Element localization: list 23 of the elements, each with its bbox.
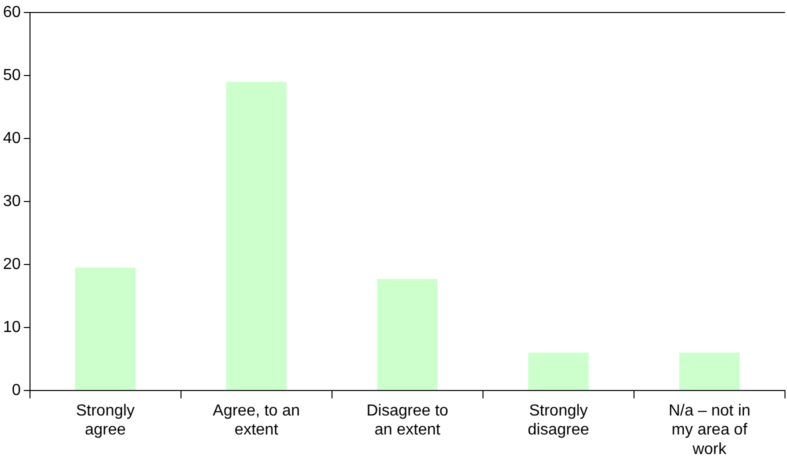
y-tick-label: 50 [3, 66, 21, 84]
category-label: my area of [672, 422, 748, 439]
category-label: disagree [528, 422, 590, 439]
bar [679, 352, 740, 390]
category-label: Disagree to [366, 402, 448, 420]
category-label: Strongly [529, 402, 588, 420]
bar [75, 268, 136, 390]
category-label: work [692, 440, 726, 458]
y-tick-label: 0 [12, 382, 21, 399]
category-label: N/a – not in [668, 402, 750, 420]
category-label: an extent [374, 422, 440, 439]
bar [377, 278, 438, 390]
y-tick-label: 30 [3, 192, 21, 210]
category-label: extent [234, 422, 278, 439]
category-label: agree [84, 422, 126, 439]
bar [226, 82, 287, 390]
bar [528, 352, 589, 390]
category-label: Strongly [76, 402, 135, 420]
y-tick-label: 20 [3, 256, 21, 273]
y-tick-label: 60 [3, 4, 21, 22]
y-tick-label: 40 [3, 130, 21, 147]
y-tick-label: 10 [3, 318, 21, 336]
category-label: Agree, to an [212, 402, 300, 420]
